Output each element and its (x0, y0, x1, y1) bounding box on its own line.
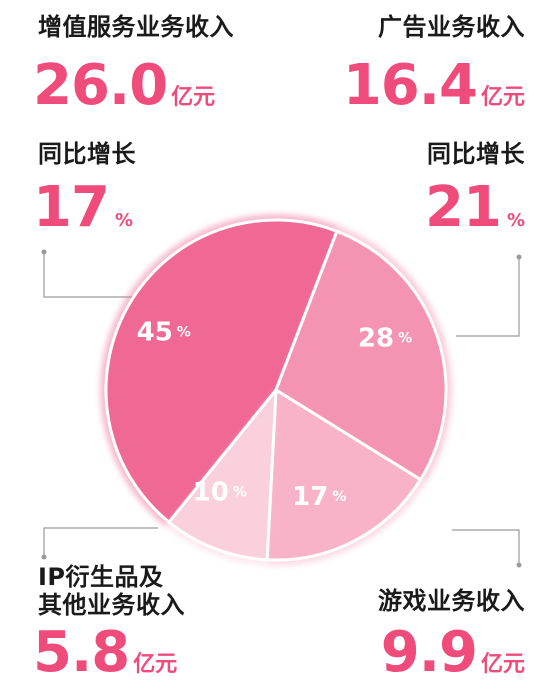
ip-revenue-label-line2: 其他业务收入 (38, 591, 185, 619)
ad-revenue-unit: 亿元 (480, 85, 525, 110)
pie-percent-label: 10% (193, 477, 247, 507)
pie-percent-labels: 45% 28 %17 %10% (137, 317, 412, 511)
ad-growth-number: 21 (425, 175, 502, 240)
ip-revenue-label-line1: IP衍生品及 (38, 563, 164, 591)
vas-growth-value: 17% (33, 180, 133, 236)
ad-growth-unit: % (506, 210, 525, 231)
vas-growth-label: 同比增长 (38, 140, 136, 168)
vas-revenue-number: 26.0 (33, 53, 168, 118)
pie-percent-number: 45 (137, 317, 173, 347)
game-revenue-value: 9.9 亿元 (381, 625, 525, 681)
pie-slices (99, 213, 453, 566)
connector-ip (43, 527, 158, 557)
pie-percent-number: 10 (193, 477, 229, 507)
pie-percent-sign: % (332, 489, 346, 505)
pie-slice (167, 388, 278, 562)
ad-revenue-label: 广告业务收入 (378, 13, 525, 41)
pie-percent-label: 45% (137, 317, 191, 347)
pie-percent-label: 17% (292, 481, 346, 511)
ad-growth-label: 同比增长 (427, 140, 525, 168)
game-revenue-number: 9.9 (380, 620, 478, 685)
pie-percent-number: 28 (358, 323, 394, 353)
connector-dot (516, 562, 522, 568)
game-revenue-label: 游戏业务收入 (378, 587, 525, 615)
pie-percent-sign: % (177, 325, 191, 341)
game-revenue-unit: 亿元 (480, 652, 525, 677)
connector-dot (516, 254, 522, 260)
ad-revenue-number: 16.4 (342, 53, 478, 118)
vas-revenue-value: 26.0 亿元 (33, 58, 215, 114)
connector-dot (41, 554, 47, 560)
vas-growth-number: 17 (33, 175, 110, 240)
pie-slice (274, 229, 448, 482)
pie-slice (104, 218, 339, 524)
pie-percent-number: 17 (292, 481, 328, 511)
pie-percent-sign: % (233, 484, 247, 500)
connector-game (452, 529, 520, 565)
vas-growth-unit: % (114, 210, 133, 231)
ad-revenue-value: 16.4 亿元 (343, 58, 525, 114)
connector-lines (41, 249, 522, 568)
connector-dot (41, 249, 47, 255)
connector-vas (43, 252, 150, 298)
pie-slice (265, 388, 422, 562)
ip-revenue-value: 5.8 亿元 (33, 625, 177, 681)
ip-revenue-number: 5.8 (33, 620, 130, 685)
pie-percent-label: 28% (358, 323, 412, 353)
vas-revenue-unit: 亿元 (171, 85, 216, 110)
connector-ad (456, 257, 520, 337)
pie-percent-sign: % (398, 330, 412, 346)
vas-revenue-label: 增值服务业务收入 (38, 13, 234, 41)
ip-revenue-unit: 亿元 (133, 652, 178, 677)
ad-growth-value: 21% (425, 180, 525, 236)
